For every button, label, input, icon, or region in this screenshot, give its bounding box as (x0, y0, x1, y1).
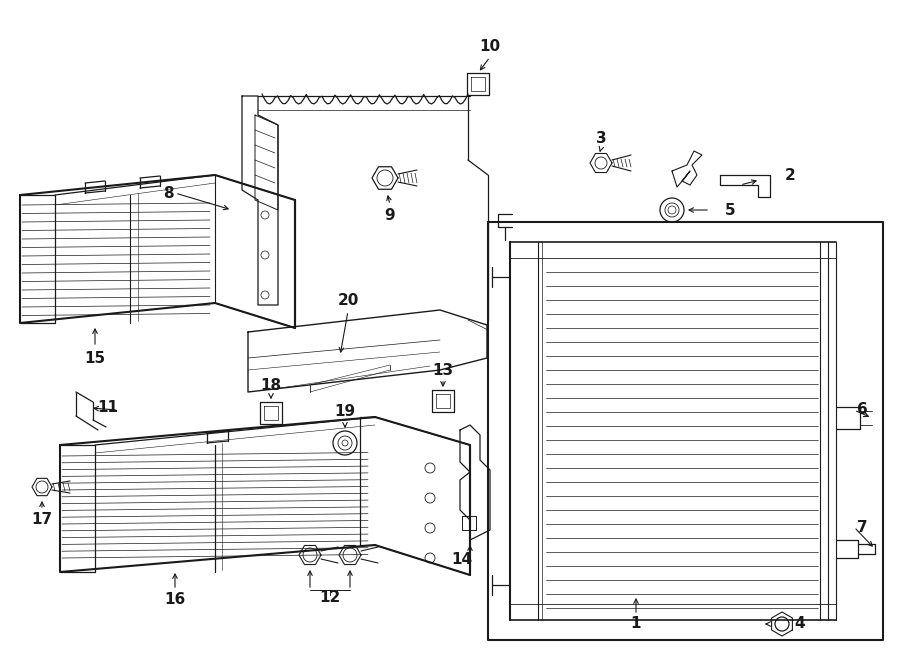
Text: 12: 12 (320, 591, 340, 606)
Text: 11: 11 (97, 401, 119, 416)
Text: 13: 13 (432, 363, 454, 377)
Text: 5: 5 (724, 203, 735, 218)
Text: 2: 2 (785, 167, 796, 183)
Text: 19: 19 (335, 404, 356, 420)
Text: 15: 15 (85, 350, 105, 365)
Text: 7: 7 (857, 520, 868, 534)
Text: 6: 6 (857, 402, 868, 418)
Text: 14: 14 (452, 553, 472, 567)
Text: 17: 17 (32, 512, 52, 528)
Text: 1: 1 (631, 616, 641, 632)
Text: 9: 9 (384, 207, 395, 222)
Text: 16: 16 (165, 592, 185, 608)
Text: 4: 4 (795, 616, 806, 632)
Text: 10: 10 (480, 38, 500, 54)
Text: 20: 20 (338, 293, 359, 308)
Text: 3: 3 (596, 130, 607, 146)
Text: 8: 8 (163, 185, 174, 201)
Text: 18: 18 (260, 377, 282, 393)
